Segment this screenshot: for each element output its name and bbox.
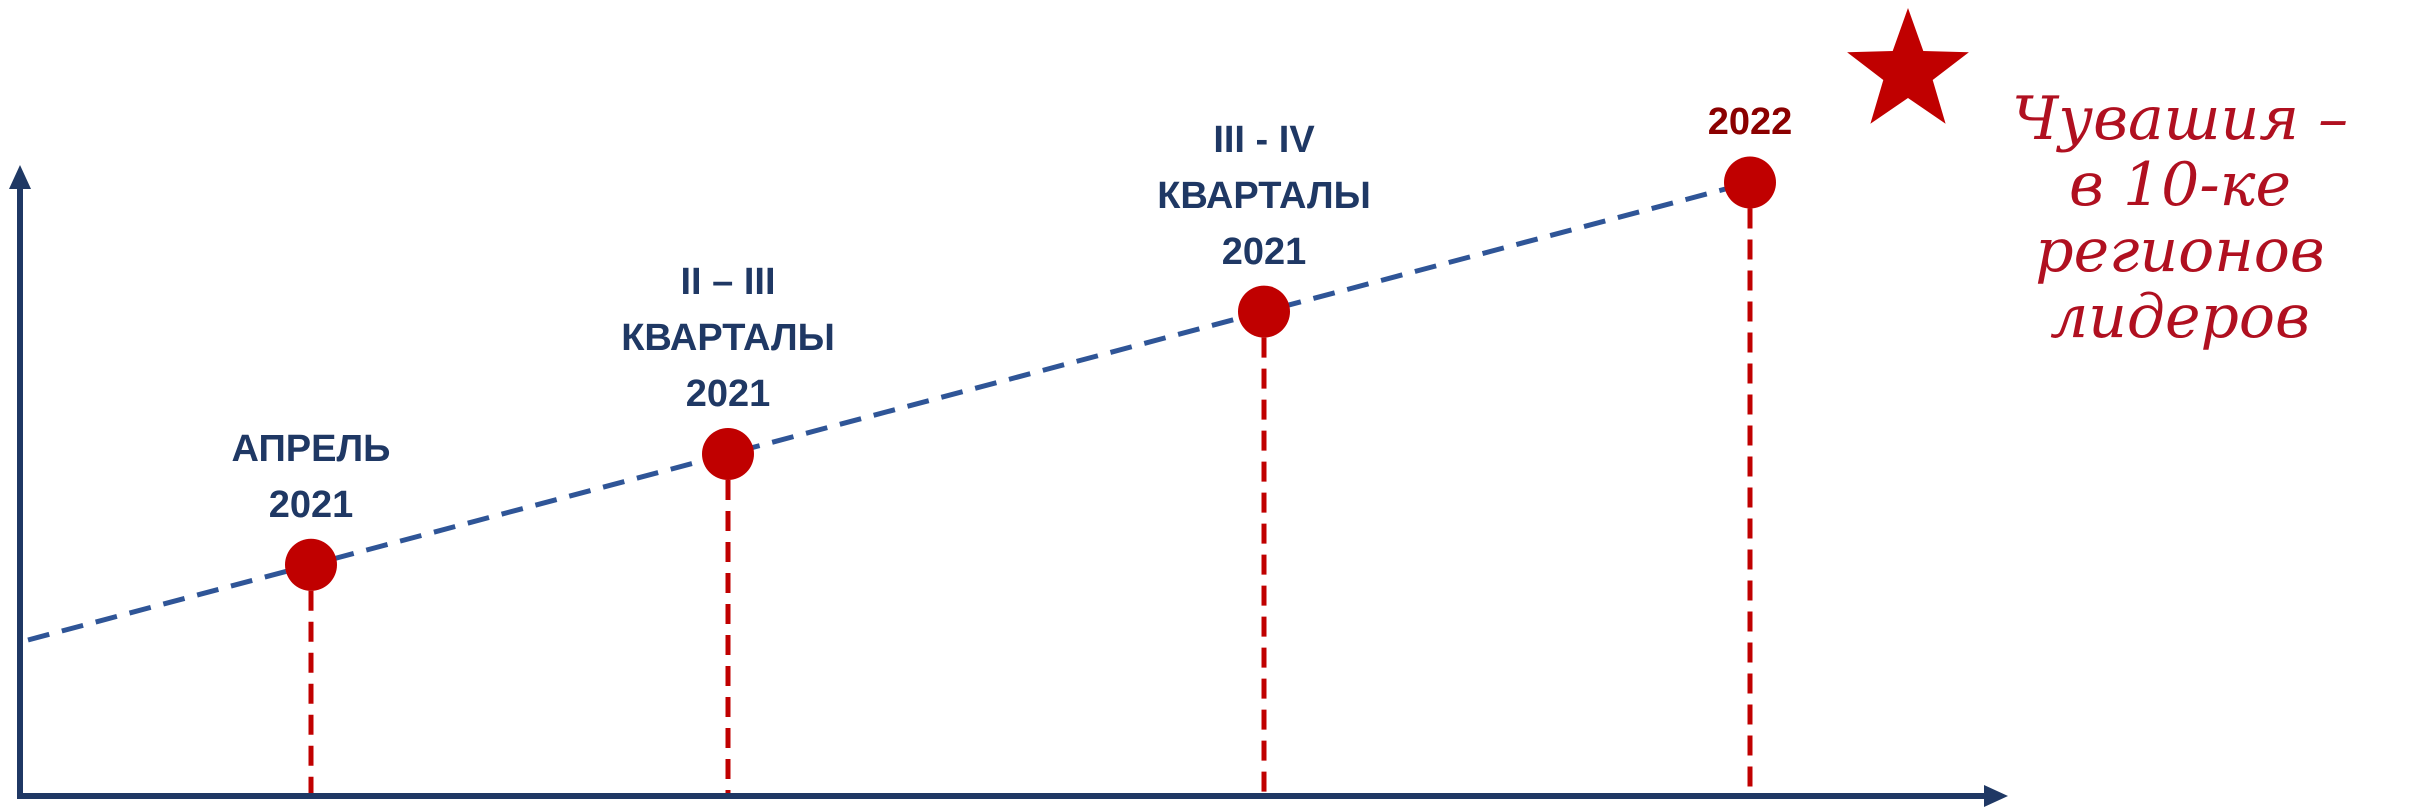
- milestone-marker: [285, 538, 337, 591]
- milestone-label-line: 2021: [1221, 230, 1307, 273]
- goal-line-1: Чувашия –: [2011, 84, 2349, 154]
- x-axis-arrow-icon: [1984, 785, 2008, 807]
- milestone-label: II – III КВАРТАЛЫ 2021: [621, 254, 835, 422]
- milestone-label-line: 2022: [1707, 101, 1793, 144]
- milestone-label-line: КВАРТАЛЫ: [1157, 174, 1371, 217]
- milestone-marker: [702, 428, 754, 481]
- milestone-label-line: 2021: [268, 483, 354, 526]
- milestone-label-line: 2021: [685, 373, 771, 415]
- milestone-label: III - IV КВАРТАЛЫ 2021: [1157, 112, 1371, 280]
- goal-line-3: регионов: [2035, 216, 2325, 286]
- milestone-drop-lines: [308, 208, 1753, 793]
- milestone-marker: [1238, 285, 1290, 338]
- y-axis-arrow-icon: [9, 165, 31, 189]
- axes: [9, 165, 2008, 807]
- star-icon: [1847, 8, 1969, 124]
- milestone-label: АПРЕЛЬ 2021: [232, 421, 391, 533]
- milestone-marker: [1724, 156, 1776, 209]
- goal-text: Чувашия – в 10-ке регионов лидеров: [1960, 86, 2400, 350]
- milestone-label: 2022: [1708, 94, 1793, 150]
- milestone-label-line: II – III: [680, 261, 776, 303]
- goal-line-2: в 10-ке: [2069, 150, 2291, 220]
- milestone-label-line: АПРЕЛЬ: [231, 427, 391, 470]
- milestone-markers: [285, 156, 1776, 591]
- milestone-label-line: КВАРТАЛЫ: [621, 317, 835, 359]
- milestone-label-line: III - IV: [1213, 118, 1315, 161]
- goal-line-4: лидеров: [2050, 282, 2310, 352]
